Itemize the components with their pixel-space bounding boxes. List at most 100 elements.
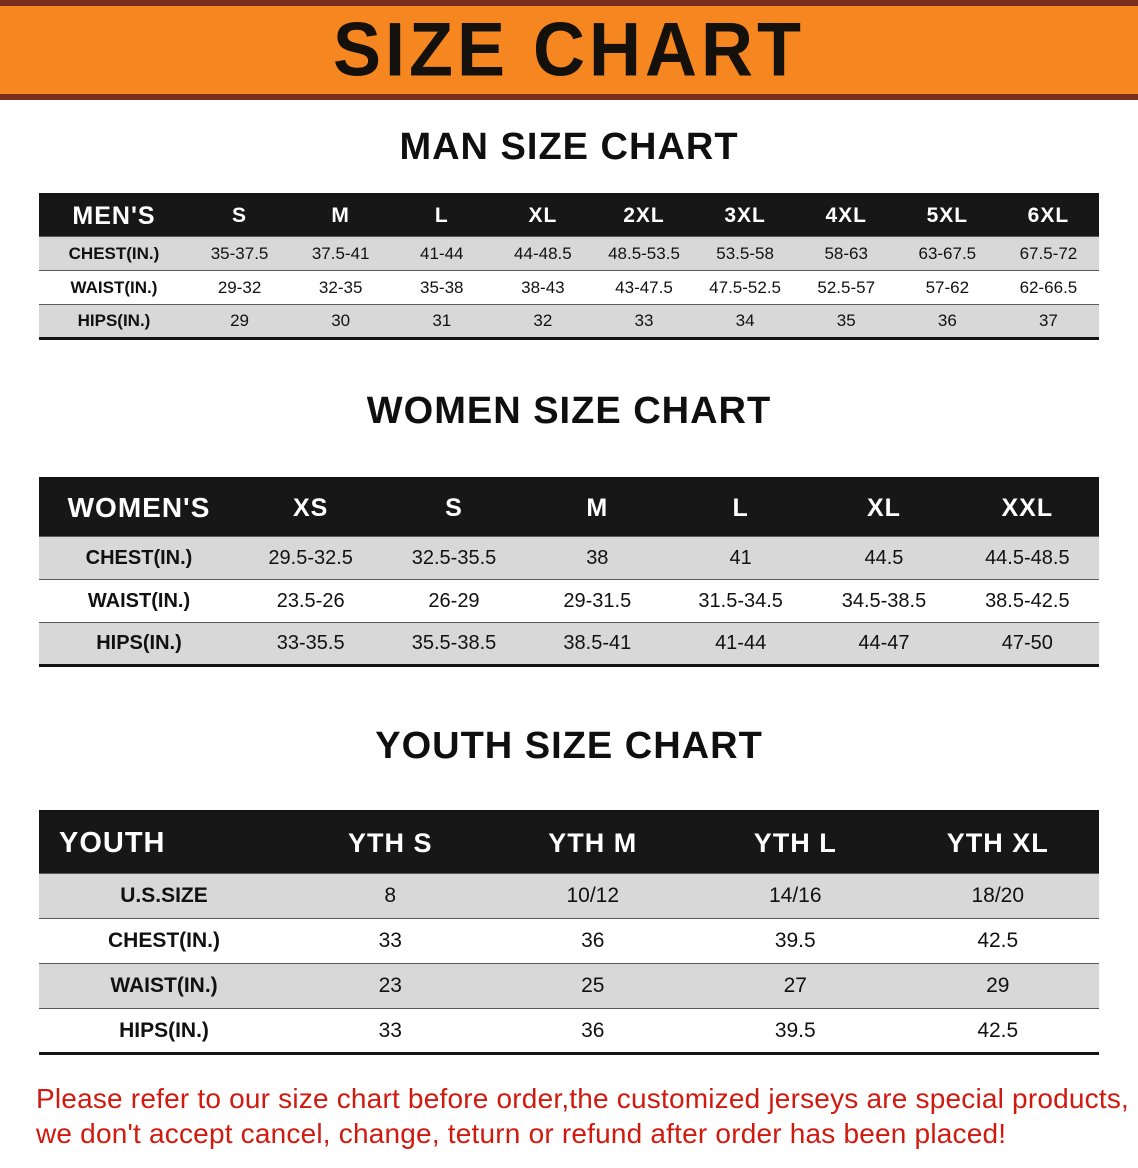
size-value: 41-44 — [715, 632, 767, 654]
size-value: 33 — [378, 929, 402, 952]
women-section-heading: WOMEN SIZE CHART — [366, 390, 772, 432]
size-value: 35 — [836, 311, 856, 330]
size-value: 47-50 — [1001, 632, 1053, 654]
size-column-header: XXL — [955, 478, 1099, 537]
size-column-header: 5XL — [896, 194, 998, 237]
table-row: WAIST(IN.) 29-32 32-35 35-38 38-43 43-47.5 47.… — [39, 270, 1099, 305]
size-value: 42.5 — [977, 929, 1019, 952]
size-column-header: M — [290, 194, 392, 237]
size-column-header: XL — [812, 478, 956, 537]
size-column-header: 4XL — [795, 194, 897, 237]
table-row: WAIST(IN.) 23.5-26 26-29 29-31.5 31.5-34.5 34… — [39, 579, 1099, 623]
size-column-header: S — [189, 194, 291, 237]
size-value: 57-62 — [925, 277, 970, 297]
row-label: WAIST(IN.) — [87, 589, 191, 612]
size-value: 34.5-38.5 — [841, 589, 927, 612]
size-column-header: 6XL — [997, 194, 1099, 237]
page-title: SIZE CHART — [333, 7, 805, 93]
size-value: 36 — [937, 311, 957, 330]
size-value: 42.5 — [977, 1018, 1019, 1042]
size-value: 32 — [533, 311, 553, 330]
table-row: HIPS(IN.) 33-35.5 35.5-38.5 38.5-41 41-44 44-… — [39, 622, 1099, 666]
table-row: HIPS(IN.) 33 36 39.5 42.5 — [39, 1008, 1099, 1054]
table-header-row: YOUTH YTH S YTH M YTH L YTH XL — [39, 811, 1099, 874]
size-value: 30 — [331, 311, 351, 330]
women-size-section: WOMEN SIZE CHART WOMEN'S XS S M L XL XXL CHEST(… — [0, 390, 1138, 667]
size-column-header: YTH L — [694, 811, 897, 874]
size-column-header: XL — [492, 194, 594, 237]
size-column-header: XS — [239, 478, 383, 537]
table-header-row: WOMEN'S XS S M L XL XXL — [39, 478, 1099, 537]
women-size-table: WOMEN'S XS S M L XL XXL CHEST(IN.) 29.5-32.5 32.5… — [39, 477, 1099, 667]
size-value: 44-48.5 — [514, 243, 572, 263]
row-label: CHEST(IN.) — [68, 243, 160, 263]
row-label: CHEST(IN.) — [85, 546, 193, 569]
size-value: 38.5-42.5 — [985, 589, 1070, 612]
table-row: CHEST(IN.) 35-37.5 37.5-41 41-44 44-48.5 48.5… — [39, 236, 1099, 271]
size-value: 62-66.5 — [1019, 277, 1078, 297]
size-value: 8 — [384, 884, 397, 907]
size-value: 35-38 — [420, 277, 464, 297]
table-category-header: MEN'S — [39, 194, 189, 237]
size-value: 52.5-57 — [817, 277, 876, 297]
size-column-header: S — [382, 478, 526, 537]
size-value: 38.5-41 — [563, 632, 632, 654]
disclaimer-line-2: we don't accept cancel, change, teturn o… — [36, 1118, 1007, 1149]
size-value: 37.5-41 — [311, 243, 370, 263]
size-column-header: YTH XL — [896, 811, 1099, 874]
size-value: 23.5-26 — [276, 589, 345, 612]
size-value: 39.5 — [774, 1018, 816, 1042]
table-row: U.S.SIZE 8 10/12 14/16 18/20 — [39, 873, 1099, 919]
size-value: 38 — [586, 546, 609, 569]
youth-size-table: YOUTH YTH S YTH M YTH L YTH XL U.S.SIZE 8 10/12… — [39, 810, 1099, 1055]
size-value: 27 — [783, 974, 807, 997]
size-value: 29-32 — [217, 277, 262, 297]
size-value: 44.5 — [864, 546, 904, 569]
size-value: 25 — [581, 974, 605, 997]
size-value: 36 — [581, 1018, 605, 1042]
size-value: 33-35.5 — [276, 632, 345, 654]
men-size-section: MAN SIZE CHART MEN'S S M L XL 2XL 3XL 4XL 5XL 6XL… — [0, 126, 1138, 340]
size-value: 33 — [634, 311, 654, 330]
size-value: 36 — [581, 929, 605, 952]
table-category-header: YOUTH — [39, 811, 289, 874]
size-value: 34 — [735, 311, 755, 330]
size-value: 48.5-53.5 — [608, 243, 680, 263]
men-section-heading: MAN SIZE CHART — [399, 126, 739, 168]
row-label: HIPS(IN.) — [119, 1018, 209, 1042]
size-value: 33 — [378, 1018, 402, 1042]
size-value: 41-44 — [420, 243, 464, 263]
size-column-header: M — [525, 478, 669, 537]
banner: SIZE CHART — [0, 0, 1138, 100]
size-value: 53.5-58 — [716, 243, 774, 263]
table-category-header: WOMEN'S — [39, 478, 239, 537]
size-value: 29 — [230, 311, 250, 330]
size-value: 10/12 — [566, 884, 620, 907]
row-label: HIPS(IN.) — [77, 311, 151, 330]
size-value: 44.5-48.5 — [985, 546, 1070, 569]
size-value: 41 — [729, 546, 752, 569]
size-column-header: YTH M — [491, 811, 694, 874]
youth-size-section: YOUTH SIZE CHART YOUTH YTH S YTH M YTH L YTH… — [0, 725, 1138, 1055]
size-value: 29.5-32.5 — [268, 546, 353, 569]
row-label: CHEST(IN.) — [108, 929, 220, 952]
size-value: 37 — [1038, 311, 1058, 330]
youth-section-heading: YOUTH SIZE CHART — [375, 725, 763, 767]
size-value: 35.5-38.5 — [411, 632, 497, 654]
disclaimer-line-1: Please refer to our size chart before or… — [36, 1083, 1130, 1114]
size-value: 32-35 — [318, 277, 363, 297]
size-value: 35-37.5 — [210, 243, 269, 263]
table-row: WAIST(IN.) 23 25 27 29 — [39, 963, 1099, 1009]
row-label: WAIST(IN.) — [110, 974, 218, 997]
size-value: 29 — [986, 974, 1010, 997]
size-column-header: YTH S — [289, 811, 492, 874]
size-value: 31.5-34.5 — [698, 589, 783, 612]
row-label: HIPS(IN.) — [96, 632, 182, 654]
table-header-row: MEN'S S M L XL 2XL 3XL 4XL 5XL 6XL — [39, 194, 1099, 237]
size-value: 58-63 — [824, 243, 868, 263]
size-value: 43-47.5 — [615, 277, 673, 297]
table-row: CHEST(IN.) 33 36 39.5 42.5 — [39, 918, 1099, 964]
size-value: 38-43 — [521, 277, 565, 297]
men-size-table: MEN'S S M L XL 2XL 3XL 4XL 5XL 6XL CHEST(IN.) 35-37… — [39, 193, 1099, 340]
